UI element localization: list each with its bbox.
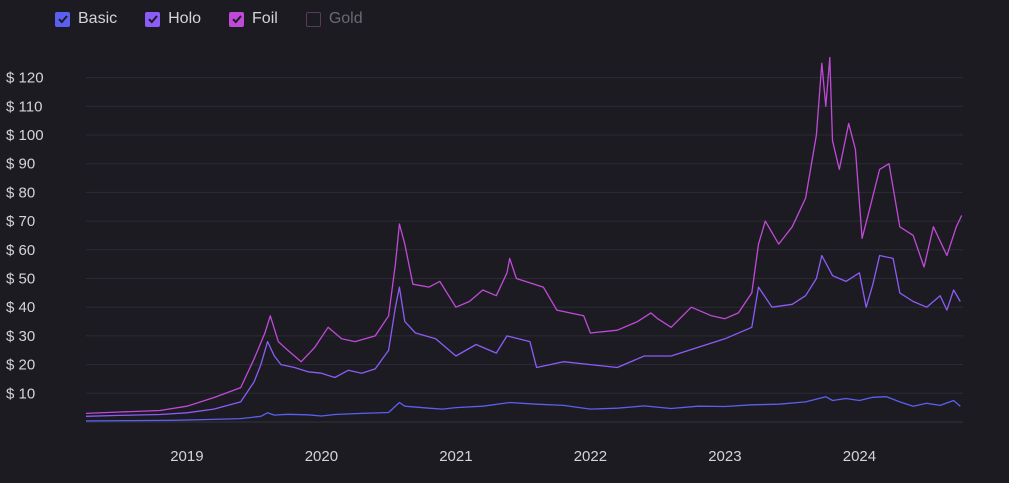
x-tick-label: 2023	[708, 448, 741, 465]
y-tick-label: $ 60	[6, 242, 35, 259]
x-tick-label: 2022	[574, 448, 607, 465]
chart-series	[85, 56, 963, 422]
y-tick-label: $ 20	[6, 357, 35, 374]
y-tick-label: $ 70	[6, 213, 35, 230]
legend-item-holo[interactable]: Holo	[145, 10, 201, 28]
x-tick-label: 2024	[843, 448, 876, 465]
series-line-holo	[85, 254, 961, 417]
y-tick-label: $ 80	[6, 184, 35, 201]
checkbox-checked-icon[interactable]	[229, 11, 245, 27]
y-axis: $ 10 $ 20 $ 30 $ 40 $ 50 $ 60 $ 70 $ 80 $ 90 $ 10…	[6, 70, 44, 403]
legend-item-basic[interactable]: Basic	[55, 10, 117, 28]
legend-item-foil[interactable]: Foil	[229, 10, 278, 28]
y-tick-label: $ 110	[6, 98, 42, 115]
legend-label: Foil	[252, 10, 278, 27]
x-tick-label: 2020	[305, 448, 338, 465]
legend-label: Holo	[168, 10, 202, 27]
y-tick-label: $ 90	[6, 156, 35, 173]
y-tick-label: $ 100	[6, 127, 44, 144]
grid-lines	[86, 77, 963, 423]
series-line-foil	[85, 56, 963, 415]
y-tick-label: $ 50	[6, 271, 35, 288]
legend-item-gold[interactable]: Gold	[305, 10, 363, 28]
y-tick-label: $ 30	[6, 328, 35, 345]
x-tick-label: 2019	[170, 448, 203, 465]
checkbox-unchecked-icon[interactable]	[305, 11, 321, 27]
y-tick-label: $ 40	[6, 299, 35, 316]
y-tick-label: $ 120	[6, 70, 44, 87]
x-axis: 2019 2020 2021 2022 2023 2024	[170, 448, 876, 465]
legend-label: Gold	[328, 10, 363, 27]
x-tick-label: 2021	[439, 448, 472, 465]
y-tick-label: $ 10	[6, 385, 35, 402]
series-line-basic	[85, 396, 961, 422]
checkbox-checked-icon[interactable]	[55, 11, 70, 27]
checkbox-checked-icon[interactable]	[145, 11, 161, 27]
chart-legend: Basic Holo Foil Gold	[55, 10, 391, 28]
legend-label: Basic	[78, 10, 118, 27]
